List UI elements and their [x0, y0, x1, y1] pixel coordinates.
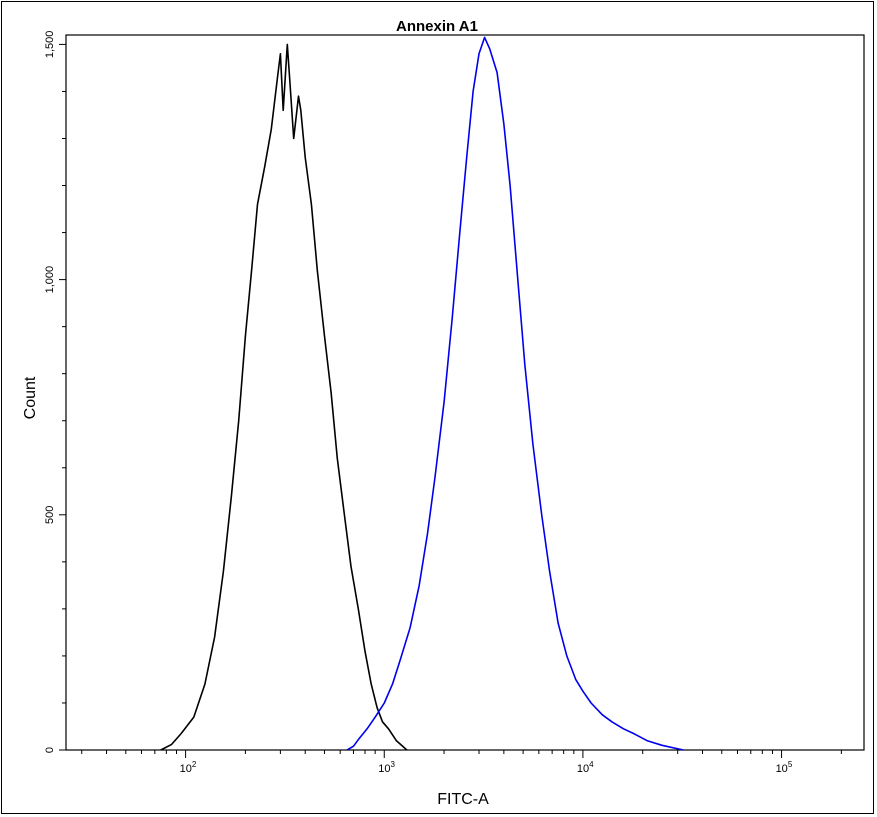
x-axis-ticks: 102 103 104 105: [81, 750, 842, 775]
x-tick-label: 103: [378, 760, 395, 775]
x-axis-label: FITC-A: [437, 791, 489, 808]
y-tick-label: 1,000: [44, 266, 56, 294]
x-tick-label: 102: [180, 760, 197, 775]
histogram-series-1: [160, 43, 408, 751]
y-tick-label: 1,500: [44, 31, 56, 59]
series-layer: [160, 36, 684, 751]
y-axis-ticks: 0 500 1,000 1,500: [44, 31, 66, 753]
histogram-series-2: [346, 36, 684, 751]
plot-area: [65, 34, 865, 751]
y-axis-label: Count: [22, 376, 39, 419]
x-tick-label: 104: [577, 760, 594, 775]
chart-title: Annexin A1: [396, 18, 478, 35]
x-tick-label: 105: [776, 760, 793, 775]
y-tick-label: 500: [44, 506, 56, 524]
y-tick-label: 0: [44, 747, 56, 753]
